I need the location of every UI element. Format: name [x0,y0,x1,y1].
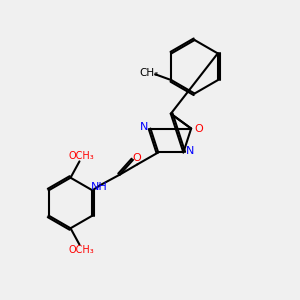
Text: CH₃: CH₃ [140,68,159,78]
Text: OCH₃: OCH₃ [68,151,94,161]
Text: NH: NH [90,182,107,192]
Text: O: O [195,124,203,134]
Text: N: N [186,146,194,156]
Text: O: O [132,153,141,164]
Text: OCH₃: OCH₃ [68,245,94,255]
Text: N: N [140,122,148,132]
